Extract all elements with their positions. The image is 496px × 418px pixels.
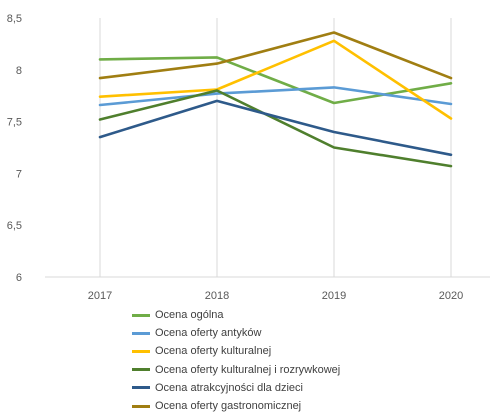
- legend-swatch: [132, 368, 150, 372]
- legend-swatch: [132, 404, 150, 408]
- series-line-1: [98, 56, 453, 105]
- y-tick-label: 6: [16, 272, 22, 284]
- legend-item: Ocena atrakcyjności dla dzieci: [132, 379, 340, 397]
- legend-item: Ocena ogólna: [132, 306, 340, 324]
- x-axis-ticks: 2017 2018 2019 2020: [88, 290, 463, 302]
- series-line-2: [98, 86, 453, 107]
- legend-item: Ocena oferty kulturalnej: [132, 342, 340, 360]
- legend-label: Ocena ogólna: [155, 309, 224, 322]
- legend-item: Ocena oferty gastronomicznej: [132, 397, 340, 415]
- legend-item: Ocena oferty kulturalnej i rozrywkowej: [132, 361, 340, 379]
- series-line-6: [98, 31, 453, 80]
- x-tick-label: 2019: [322, 290, 346, 302]
- series-line-4: [98, 89, 453, 168]
- series-line-3: [98, 39, 453, 120]
- series-line-5: [98, 99, 453, 157]
- y-tick-label: 8: [16, 65, 22, 77]
- legend-swatch: [132, 313, 150, 317]
- x-tick-label: 2020: [439, 290, 463, 302]
- series-lines: [98, 31, 453, 168]
- y-tick-label: 7,5: [7, 117, 22, 129]
- legend-label: Ocena oferty antyków: [155, 327, 262, 340]
- y-tick-label: 6,5: [7, 220, 22, 232]
- y-tick-label: 7: [16, 168, 22, 180]
- legend-label: Ocena oferty gastronomicznej: [155, 400, 302, 413]
- legend: Ocena ogólna Ocena oferty antyków Ocena of…: [132, 306, 340, 415]
- legend-label: Ocena oferty kulturalnej: [155, 345, 272, 358]
- x-tick-label: 2017: [88, 290, 112, 302]
- gridlines: [45, 18, 490, 278]
- y-axis-ticks: 6 6,5 7 7,5 8 8,5: [7, 13, 22, 284]
- legend-swatch: [132, 331, 150, 335]
- legend-label: Ocena oferty kulturalnej i rozrywkowej: [155, 363, 341, 376]
- y-tick-label: 8,5: [7, 13, 22, 25]
- legend-label: Ocena atrakcyjności dla dzieci: [155, 381, 303, 394]
- legend-swatch: [132, 386, 150, 390]
- legend-item: Ocena oferty antyków: [132, 324, 340, 342]
- x-tick-label: 2018: [205, 290, 229, 302]
- legend-swatch: [132, 349, 150, 353]
